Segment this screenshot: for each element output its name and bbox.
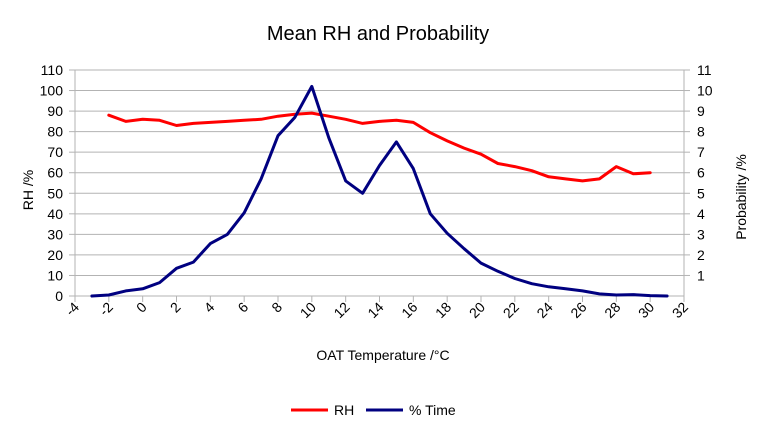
x-tick-label: 20 <box>466 299 488 321</box>
gridlines <box>75 69 684 297</box>
x-tick-label: 22 <box>500 299 522 321</box>
y-tick-label: 60 <box>47 165 63 181</box>
y2-tick-label: 10 <box>697 83 713 99</box>
x-tick-label: 4 <box>201 299 218 316</box>
x-tick-label: 30 <box>635 299 657 321</box>
x-axis-ticks: -4 -2 0 2 4 6 8 10 12 14 16 18 20 22 24 26 28 30 32 <box>62 296 691 321</box>
x-tick-label: -4 <box>62 299 82 319</box>
x-tick-label: 18 <box>432 299 454 321</box>
x-tick-label: -2 <box>96 299 116 319</box>
x-tick-label: 6 <box>234 299 251 316</box>
y-tick-label: 110 <box>41 62 64 78</box>
y-tick-label: 30 <box>47 226 63 242</box>
y-axis-right-ticks: 1 2 3 4 5 6 7 8 9 10 11 <box>684 62 713 283</box>
y-tick-label: 90 <box>47 103 63 119</box>
x-tick-label: 28 <box>601 299 623 321</box>
y-tick-label: 100 <box>40 83 64 99</box>
y-tick-label: 0 <box>55 288 63 304</box>
y-tick-label: 80 <box>47 124 63 140</box>
y2-tick-label: 11 <box>697 62 712 78</box>
x-tick-label: 8 <box>268 299 285 316</box>
legend-label: % Time <box>409 402 456 418</box>
x-tick-label: 0 <box>133 299 150 316</box>
y2-tick-label: 3 <box>697 226 705 242</box>
y2-tick-label: 8 <box>697 124 705 140</box>
y-tick-label: 10 <box>47 267 63 283</box>
y-tick-label: 50 <box>47 185 63 201</box>
chart-title: Mean RH and Probability <box>267 23 489 45</box>
x-axis-title: OAT Temperature /°C <box>316 347 449 363</box>
y2-tick-label: 9 <box>697 103 705 119</box>
axes <box>74 70 685 297</box>
y2-tick-label: 7 <box>697 144 705 160</box>
x-tick-label: 16 <box>398 299 420 321</box>
series <box>90 84 669 298</box>
series-line-rh <box>107 111 652 183</box>
y2-tick-label: 5 <box>697 185 705 201</box>
legend-label: RH <box>334 402 354 418</box>
y-axis-left-ticks: 0 10 20 30 40 50 60 70 80 90 100 110 <box>40 62 75 304</box>
y2-tick-label: 6 <box>697 165 705 181</box>
legend: RH % Time <box>291 402 456 418</box>
x-tick-label: 2 <box>167 299 184 316</box>
x-tick-label: 24 <box>533 299 555 321</box>
y2-tick-label: 1 <box>697 267 705 283</box>
y-axis-left-title: RH /% <box>20 170 36 210</box>
y2-tick-label: 4 <box>697 206 705 222</box>
y-tick-label: 20 <box>47 247 63 263</box>
y-axis-right-title: Probability /% <box>733 154 749 240</box>
x-tick-label: 14 <box>364 299 386 321</box>
y-tick-label: 40 <box>47 206 63 222</box>
x-tick-label: 12 <box>330 299 352 321</box>
x-tick-label: 26 <box>567 299 589 321</box>
y-tick-label: 70 <box>47 144 63 160</box>
series-line-time <box>90 84 669 298</box>
x-tick-label: 32 <box>669 299 691 321</box>
y2-tick-label: 2 <box>697 247 705 263</box>
x-tick-label: 10 <box>297 299 319 321</box>
